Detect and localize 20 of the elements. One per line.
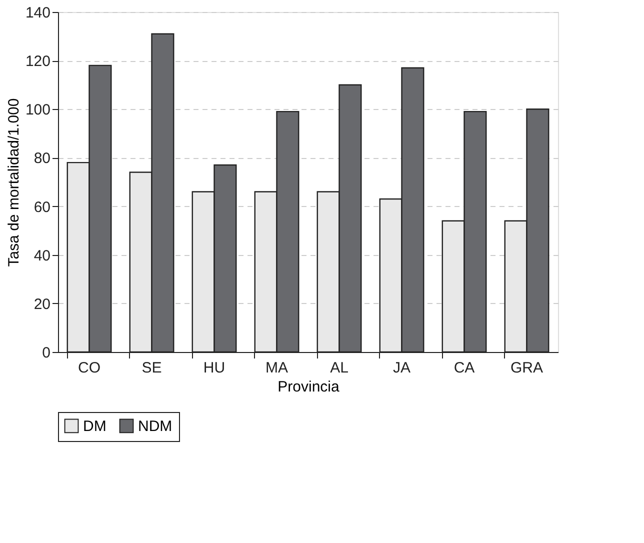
y-tick-label: 40 xyxy=(34,247,50,264)
x-tick-label: HU xyxy=(203,360,226,376)
y-tick-label: 20 xyxy=(34,296,50,313)
x-tick-label: GRA xyxy=(510,360,544,376)
y-tick-label: 60 xyxy=(34,198,50,216)
x-tick-label: CA xyxy=(454,360,475,376)
x-tick-label: MA xyxy=(266,360,288,376)
y-tick-label: 140 xyxy=(25,4,50,22)
y-tick-label: 100 xyxy=(25,102,50,119)
x-tick-label: AL xyxy=(330,360,348,376)
legend-label: NDM xyxy=(138,418,172,435)
x-tick-label: SE xyxy=(142,360,162,376)
y-axis-title: Tasa de mortalidad/1.000 xyxy=(5,98,22,267)
x-tick-label: JA xyxy=(392,360,411,376)
y-tick-label: 120 xyxy=(25,53,50,70)
y-tick-label: 0 xyxy=(42,344,50,362)
legend-label: DM xyxy=(83,418,106,435)
y-tick-label: 80 xyxy=(34,150,50,168)
x-tick-label: CO xyxy=(78,360,100,376)
x-axis-title: Provincia xyxy=(278,378,340,396)
